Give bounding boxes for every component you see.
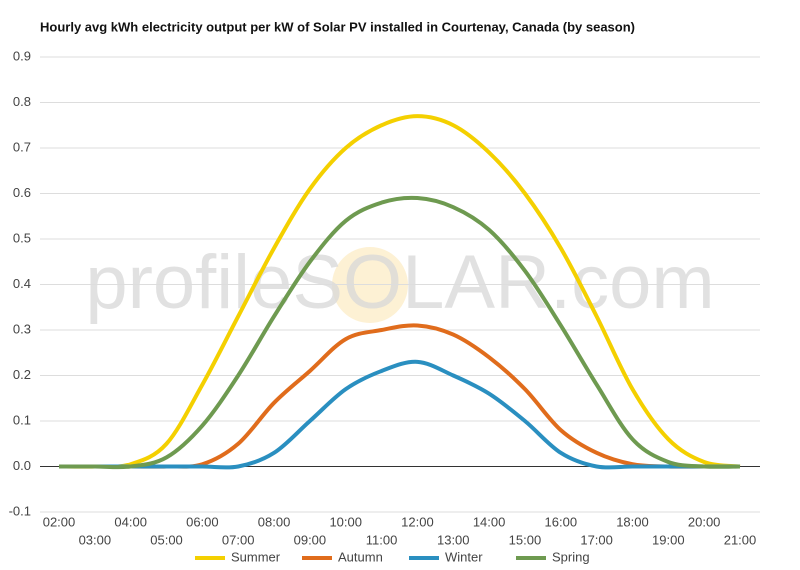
y-tick-label: -0.1	[9, 503, 31, 518]
x-tick-label: 09:00	[294, 532, 327, 547]
watermark: profileSOLAR.com	[85, 240, 714, 325]
y-tick-label: 0.4	[13, 276, 31, 291]
x-tick-label: 20:00	[688, 514, 721, 529]
x-tick-label: 03:00	[79, 532, 112, 547]
x-tick-label: 18:00	[616, 514, 649, 529]
x-tick-label: 05:00	[150, 532, 183, 547]
series-line	[59, 195, 741, 470]
legend-label: Autumn	[338, 549, 383, 564]
y-tick-label: 0.9	[13, 48, 31, 63]
x-tick-label: 10:00	[329, 514, 362, 529]
series-line	[59, 359, 740, 470]
x-tick-label: 02:00	[43, 514, 76, 529]
x-tick-label: 13:00	[437, 532, 470, 547]
x-tick-label: 19:00	[652, 532, 685, 547]
y-tick-label: 0.3	[13, 321, 31, 336]
x-tick-label: 21:00	[724, 532, 757, 547]
y-tick-label: 0.2	[13, 367, 31, 382]
x-tick-label: 16:00	[545, 514, 578, 529]
y-tick-label: 0.0	[13, 458, 31, 473]
x-tick-label: 12:00	[401, 514, 434, 529]
x-tick-label: 11:00	[366, 532, 398, 547]
x-tick-label: 07:00	[222, 532, 255, 547]
legend-label: Spring	[552, 549, 590, 564]
legend-label: Winter	[445, 549, 483, 564]
x-tick-label: 08:00	[258, 514, 291, 529]
x-tick-label: 17:00	[580, 532, 613, 547]
y-tick-label: 0.6	[13, 185, 31, 200]
y-tick-label: 0.1	[13, 412, 31, 427]
x-tick-label: 04:00	[114, 514, 147, 529]
x-tick-label: 14:00	[473, 514, 506, 529]
x-tick-label: 15:00	[509, 532, 542, 547]
y-tick-label: 0.5	[13, 230, 31, 245]
chart-title: Hourly avg kWh electricity output per kW…	[40, 19, 635, 34]
x-tick-label: 06:00	[186, 514, 219, 529]
y-tick-label: 0.7	[13, 139, 31, 154]
legend-label: Summer	[231, 549, 281, 564]
y-tick-label: 0.8	[13, 94, 31, 109]
series-line	[58, 114, 741, 469]
